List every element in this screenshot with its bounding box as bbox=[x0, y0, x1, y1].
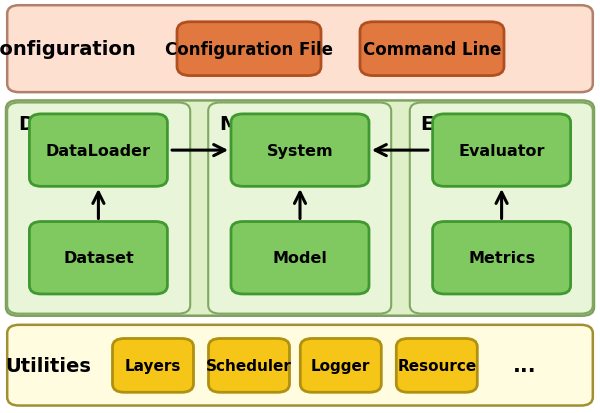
Text: Model: Model bbox=[219, 114, 286, 133]
Text: Evaluator: Evaluator bbox=[421, 114, 526, 133]
FancyBboxPatch shape bbox=[7, 6, 593, 93]
Text: Utilities: Utilities bbox=[5, 356, 91, 375]
Text: Logger: Logger bbox=[311, 358, 370, 373]
FancyBboxPatch shape bbox=[29, 114, 167, 187]
FancyBboxPatch shape bbox=[231, 222, 369, 294]
FancyBboxPatch shape bbox=[410, 103, 593, 314]
FancyBboxPatch shape bbox=[6, 101, 594, 316]
FancyBboxPatch shape bbox=[300, 339, 382, 392]
Text: Command Line: Command Line bbox=[363, 40, 501, 59]
Text: Resource: Resource bbox=[397, 358, 476, 373]
Text: DataLoader: DataLoader bbox=[46, 143, 151, 158]
Text: Layers: Layers bbox=[125, 358, 181, 373]
FancyBboxPatch shape bbox=[433, 222, 571, 294]
Text: Data: Data bbox=[18, 114, 70, 133]
Text: Configuration: Configuration bbox=[0, 40, 136, 59]
FancyBboxPatch shape bbox=[29, 222, 167, 294]
FancyBboxPatch shape bbox=[360, 23, 504, 76]
Text: Model: Model bbox=[272, 251, 328, 266]
FancyBboxPatch shape bbox=[7, 103, 190, 314]
Text: System: System bbox=[266, 143, 334, 158]
FancyBboxPatch shape bbox=[177, 23, 321, 76]
FancyBboxPatch shape bbox=[113, 339, 193, 392]
Text: Evaluator: Evaluator bbox=[458, 143, 545, 158]
FancyBboxPatch shape bbox=[7, 325, 593, 406]
Text: Dataset: Dataset bbox=[63, 251, 134, 266]
FancyBboxPatch shape bbox=[231, 114, 369, 187]
FancyBboxPatch shape bbox=[433, 114, 571, 187]
Text: Scheduler: Scheduler bbox=[206, 358, 292, 373]
FancyBboxPatch shape bbox=[209, 339, 290, 392]
FancyBboxPatch shape bbox=[208, 103, 391, 314]
Text: Metrics: Metrics bbox=[468, 251, 535, 266]
FancyBboxPatch shape bbox=[397, 339, 478, 392]
Text: Configuration File: Configuration File bbox=[165, 40, 333, 59]
Text: ...: ... bbox=[513, 356, 537, 375]
